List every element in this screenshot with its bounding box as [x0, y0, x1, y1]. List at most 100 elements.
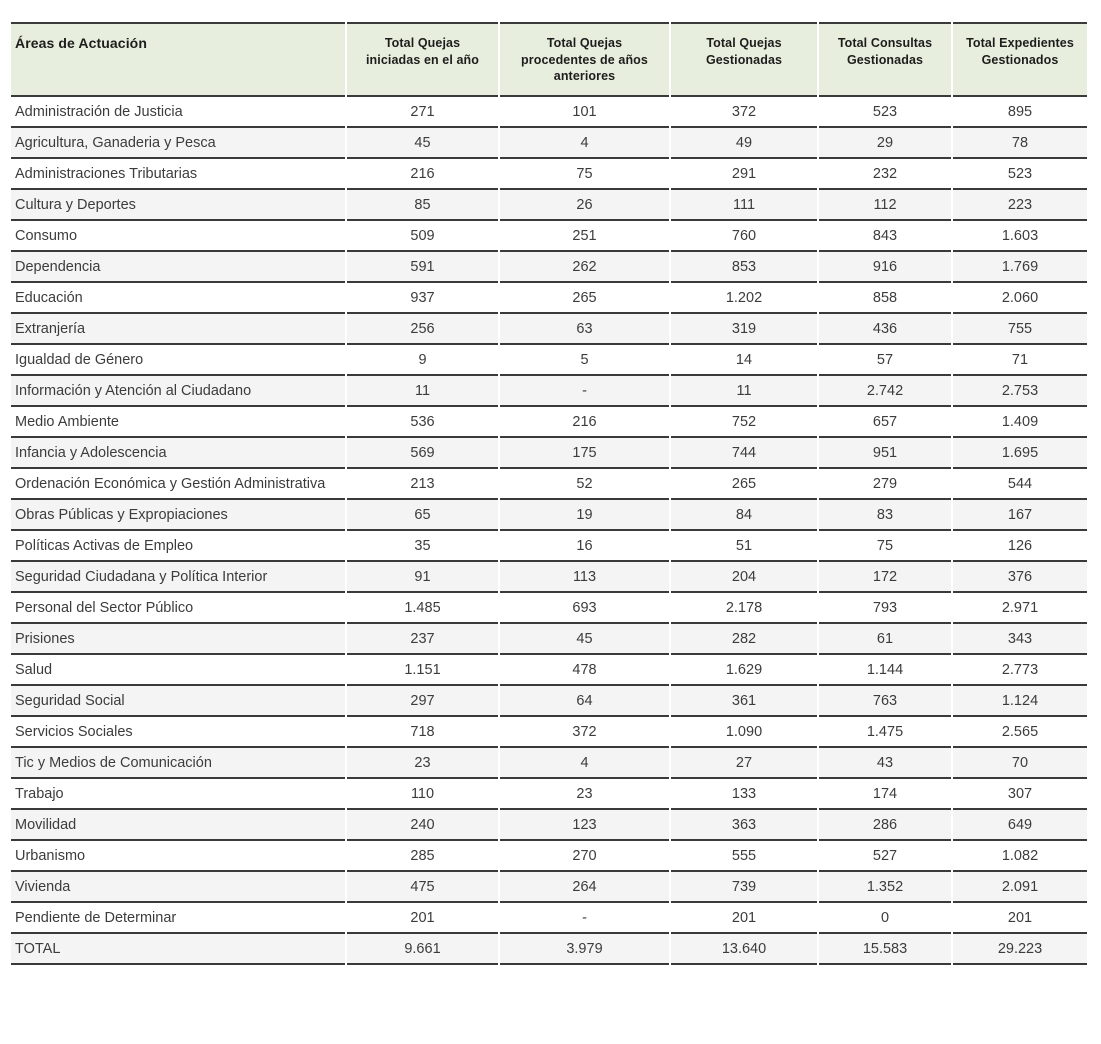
- area-cell: Prisiones: [11, 623, 345, 655]
- value-cell: 1.695: [953, 437, 1087, 469]
- column-header-total-quejas-iniciadas: Total Quejas iniciadas en el año: [347, 22, 498, 97]
- value-cell: 111: [671, 189, 817, 221]
- value-cell: 649: [953, 809, 1087, 841]
- area-cell: Vivienda: [11, 871, 345, 903]
- value-cell: 763: [819, 685, 951, 717]
- value-cell: 45: [500, 623, 669, 655]
- table-row: Prisiones 237 45 282 61 343: [11, 623, 1087, 655]
- area-cell: Seguridad Ciudadana y Política Interior: [11, 561, 345, 593]
- table-row: Seguridad Ciudadana y Política Interior 9…: [11, 561, 1087, 593]
- value-cell: 83: [819, 499, 951, 531]
- value-cell: 65: [347, 499, 498, 531]
- column-header-total-expedientes-gestionados: Total Expedientes Gestionados: [953, 22, 1087, 97]
- report-table-container: Áreas de Actuación Total Quejas iniciada…: [0, 22, 1101, 965]
- value-cell: 718: [347, 716, 498, 748]
- value-cell: 63: [500, 313, 669, 345]
- value-cell: 376: [953, 561, 1087, 593]
- table-row: Trabajo 110 23 133 174 307: [11, 778, 1087, 810]
- area-cell: Pendiente de Determinar: [11, 902, 345, 934]
- area-cell: Administraciones Tributarias: [11, 158, 345, 190]
- value-cell: 536: [347, 406, 498, 438]
- value-cell: 11: [671, 375, 817, 407]
- value-cell: 523: [819, 96, 951, 128]
- area-cell: Ordenación Económica y Gestión Administr…: [11, 468, 345, 500]
- value-cell: 285: [347, 840, 498, 872]
- value-cell: 1.144: [819, 654, 951, 686]
- area-cell: Movilidad: [11, 809, 345, 841]
- area-cell: Dependencia: [11, 251, 345, 283]
- value-cell: 1.769: [953, 251, 1087, 283]
- value-cell: 853: [671, 251, 817, 283]
- value-cell: 372: [671, 96, 817, 128]
- value-cell: 895: [953, 96, 1087, 128]
- value-cell: 265: [500, 282, 669, 314]
- value-cell: 1.082: [953, 840, 1087, 872]
- area-cell: Información y Atención al Ciudadano: [11, 375, 345, 407]
- value-cell: 3.979: [500, 933, 669, 965]
- value-cell: 372: [500, 716, 669, 748]
- value-cell: 9.661: [347, 933, 498, 965]
- value-cell: 291: [671, 158, 817, 190]
- value-cell: 1.151: [347, 654, 498, 686]
- table-row: Políticas Activas de Empleo 35 16 51 75 126: [11, 530, 1087, 562]
- value-cell: 237: [347, 623, 498, 655]
- value-cell: 85: [347, 189, 498, 221]
- value-cell: 1.475: [819, 716, 951, 748]
- table-row: Tic y Medios de Comunicación 23 4 27 43 70: [11, 747, 1087, 779]
- value-cell: 201: [953, 902, 1087, 934]
- area-cell: Servicios Sociales: [11, 716, 345, 748]
- value-cell: 265: [671, 468, 817, 500]
- value-cell: -: [500, 902, 669, 934]
- value-cell: 26: [500, 189, 669, 221]
- areas-actuacion-table: Áreas de Actuación Total Quejas iniciada…: [9, 22, 1089, 965]
- value-cell: 49: [671, 127, 817, 159]
- value-cell: 843: [819, 220, 951, 252]
- value-cell: 2.971: [953, 592, 1087, 624]
- value-cell: 43: [819, 747, 951, 779]
- value-cell: 15.583: [819, 933, 951, 965]
- value-cell: 5: [500, 344, 669, 376]
- value-cell: 232: [819, 158, 951, 190]
- value-cell: 760: [671, 220, 817, 252]
- table-row: Educación 937 265 1.202 858 2.060: [11, 282, 1087, 314]
- value-cell: 509: [347, 220, 498, 252]
- column-header-areas-de-actuacion: Áreas de Actuación: [11, 22, 345, 97]
- table-row: Infancia y Adolescencia 569 175 744 951 1.695: [11, 437, 1087, 469]
- table-row: Movilidad 240 123 363 286 649: [11, 809, 1087, 841]
- table-row: Administración de Justicia 271 101 372 523 89…: [11, 96, 1087, 128]
- area-cell: Infancia y Adolescencia: [11, 437, 345, 469]
- area-cell: Igualdad de Género: [11, 344, 345, 376]
- value-cell: 1.090: [671, 716, 817, 748]
- value-cell: 2.773: [953, 654, 1087, 686]
- table-row: Información y Atención al Ciudadano 11-11…: [11, 375, 1087, 407]
- area-cell: Políticas Activas de Empleo: [11, 530, 345, 562]
- header-row: Áreas de Actuación Total Quejas iniciada…: [11, 22, 1087, 97]
- area-cell: Educación: [11, 282, 345, 314]
- table-row: Seguridad Social 297 64 361 763 1.124: [11, 685, 1087, 717]
- value-cell: 319: [671, 313, 817, 345]
- area-cell: Tic y Medios de Comunicación: [11, 747, 345, 779]
- area-cell: Consumo: [11, 220, 345, 252]
- value-cell: 175: [500, 437, 669, 469]
- value-cell: 113: [500, 561, 669, 593]
- value-cell: 1.202: [671, 282, 817, 314]
- value-cell: 204: [671, 561, 817, 593]
- area-cell: Obras Públicas y Expropiaciones: [11, 499, 345, 531]
- area-cell: Medio Ambiente: [11, 406, 345, 438]
- area-cell: Urbanismo: [11, 840, 345, 872]
- value-cell: 1.124: [953, 685, 1087, 717]
- value-cell: 29: [819, 127, 951, 159]
- column-header-total-consultas-gestionadas: Total Consultas Gestionadas: [819, 22, 951, 97]
- value-cell: 2.060: [953, 282, 1087, 314]
- value-cell: 16: [500, 530, 669, 562]
- value-cell: 361: [671, 685, 817, 717]
- value-cell: 544: [953, 468, 1087, 500]
- table-row: Pendiente de Determinar 201-201 0 201: [11, 902, 1087, 934]
- value-cell: 1.409: [953, 406, 1087, 438]
- value-cell: 112: [819, 189, 951, 221]
- table-row: Obras Públicas y Expropiaciones 65 19 84 83 1…: [11, 499, 1087, 531]
- value-cell: 51: [671, 530, 817, 562]
- value-cell: 591: [347, 251, 498, 283]
- value-cell: 569: [347, 437, 498, 469]
- value-cell: 4: [500, 747, 669, 779]
